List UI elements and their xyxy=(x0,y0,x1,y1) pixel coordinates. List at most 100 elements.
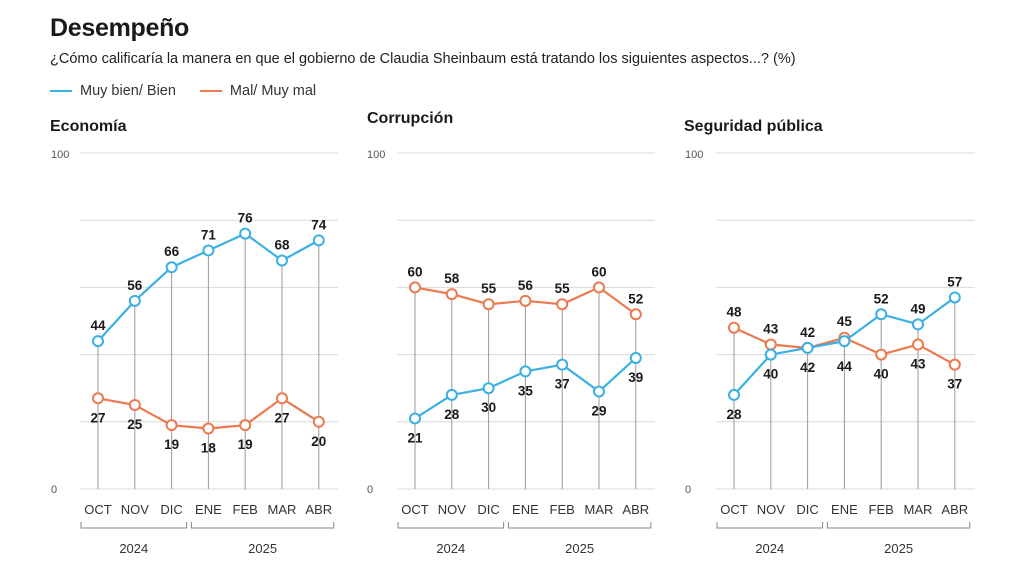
y-tick-label: 100 xyxy=(685,149,703,161)
year-label: 2024 xyxy=(119,541,148,556)
x-tick-label: ABR xyxy=(622,502,649,517)
x-tick-label: DIC xyxy=(160,502,182,517)
x-tick-label: FEB xyxy=(550,502,575,517)
legend-item-good: Muy bien/ Bien xyxy=(50,83,176,99)
x-tick-label: ENE xyxy=(512,502,539,517)
data-label-bad: 37 xyxy=(947,377,962,392)
year-label: 2024 xyxy=(755,541,784,556)
data-point-bad xyxy=(128,399,141,411)
year-bracket xyxy=(716,522,824,529)
x-tick-label: ABR xyxy=(941,502,968,517)
x-tick-label: MAR xyxy=(268,502,297,517)
legend-swatch-good xyxy=(50,90,72,92)
panel-title: Seguridad pública xyxy=(684,118,823,135)
data-point-good xyxy=(556,358,569,371)
data-label-bad: 40 xyxy=(874,367,889,382)
data-point-bad xyxy=(764,338,777,351)
y-tick-label: 0 xyxy=(51,484,57,496)
data-label-good: 28 xyxy=(726,407,742,422)
data-point-good xyxy=(312,234,325,247)
data-label-bad: 27 xyxy=(90,410,105,425)
data-label-good: 37 xyxy=(555,377,570,392)
y-tick-label: 0 xyxy=(367,484,373,496)
data-point-good xyxy=(276,254,288,267)
legend: Muy bien/ Bien Mal/ Muy mal xyxy=(50,83,340,99)
data-point-good xyxy=(728,388,740,401)
year-bracket xyxy=(826,522,971,529)
data-label-bad: 60 xyxy=(591,264,606,279)
data-point-bad xyxy=(92,392,104,405)
data-label-bad: 48 xyxy=(726,305,742,320)
data-label-bad: 25 xyxy=(127,417,143,432)
data-point-bad xyxy=(593,281,605,294)
data-point-bad xyxy=(482,298,495,311)
data-point-bad xyxy=(276,392,288,405)
data-point-bad xyxy=(948,358,961,371)
data-point-good xyxy=(165,261,178,274)
data-point-bad xyxy=(629,308,642,321)
data-point-bad xyxy=(312,415,325,428)
data-point-good xyxy=(445,388,458,401)
data-point-good xyxy=(482,382,495,395)
data-label-good: 57 xyxy=(947,274,962,289)
data-point-good xyxy=(239,227,252,240)
data-label-good: 21 xyxy=(407,430,423,445)
data-point-good xyxy=(912,318,924,331)
data-label-bad: 55 xyxy=(481,281,497,296)
chart-subtitle: ¿Cómo calificaría la manera en que el go… xyxy=(50,51,796,67)
x-tick-label: FEB xyxy=(233,502,258,517)
year-label: 2025 xyxy=(565,541,594,556)
data-label-good: 49 xyxy=(910,301,925,316)
data-label-bad: 19 xyxy=(164,437,179,452)
data-label-bad: 45 xyxy=(837,314,853,329)
data-point-bad xyxy=(165,419,178,432)
data-label-bad: 20 xyxy=(311,434,326,449)
data-label-good: 44 xyxy=(837,359,853,374)
y-tick-label: 0 xyxy=(685,484,691,496)
data-label-good: 30 xyxy=(481,400,496,415)
data-point-bad xyxy=(202,422,215,435)
x-tick-label: OCT xyxy=(84,502,112,517)
data-label-bad: 56 xyxy=(518,278,534,293)
chart-title: Desempeño xyxy=(50,14,190,42)
legend-label-good: Muy bien/ Bien xyxy=(80,83,176,99)
data-label-bad: 19 xyxy=(238,437,253,452)
data-point-bad xyxy=(239,419,252,432)
data-label-good: 35 xyxy=(518,383,534,398)
x-tick-label: DIC xyxy=(796,502,818,517)
data-label-bad: 42 xyxy=(800,325,815,340)
panel-title: Economía xyxy=(50,118,127,135)
data-point-bad xyxy=(875,348,888,361)
data-point-good xyxy=(764,348,777,361)
legend-item-bad: Mal/ Muy mal xyxy=(199,83,316,99)
data-point-bad xyxy=(409,281,421,294)
data-label-good: 39 xyxy=(628,370,643,385)
data-label-bad: 27 xyxy=(274,410,289,425)
data-label-good: 44 xyxy=(90,318,106,333)
data-label-good: 66 xyxy=(164,244,180,259)
data-label-good: 68 xyxy=(274,238,290,253)
x-tick-label: NOV xyxy=(757,502,786,517)
data-point-good xyxy=(948,291,961,304)
data-label-good: 52 xyxy=(874,291,889,306)
y-tick-label: 100 xyxy=(367,149,385,161)
data-point-bad xyxy=(445,288,458,301)
year-bracket xyxy=(80,522,188,529)
data-label-bad: 43 xyxy=(910,357,926,372)
year-label: 2025 xyxy=(884,541,913,556)
data-label-good: 42 xyxy=(800,360,815,375)
x-tick-label: MAR xyxy=(904,502,933,517)
x-tick-label: OCT xyxy=(401,502,429,517)
data-label-bad: 43 xyxy=(763,322,779,337)
data-point-good xyxy=(128,294,141,307)
data-label-bad: 52 xyxy=(628,291,643,306)
data-label-bad: 18 xyxy=(201,441,217,456)
x-tick-label: OCT xyxy=(720,502,748,517)
data-label-good: 56 xyxy=(127,278,143,293)
data-point-bad xyxy=(519,294,532,307)
data-label-good: 29 xyxy=(591,404,606,419)
data-point-good xyxy=(593,385,605,398)
data-point-bad xyxy=(912,338,924,351)
x-tick-label: DIC xyxy=(477,502,499,517)
